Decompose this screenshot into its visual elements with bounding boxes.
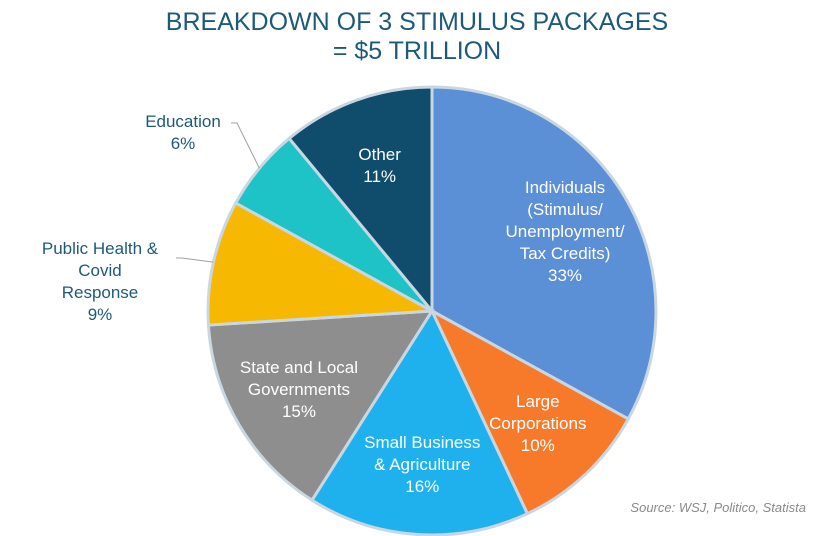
pie-slice	[309, 307, 530, 536]
pie-slice	[206, 309, 435, 503]
slice-label: Education 6%	[145, 111, 221, 155]
category-label: Small Business & Agriculture	[364, 433, 481, 475]
category-label: Other	[358, 144, 401, 164]
category-label: Large Corporations	[489, 391, 587, 433]
pie-slice	[287, 85, 434, 316]
category-label: Education	[145, 112, 221, 131]
value-label: 9%	[87, 305, 113, 324]
slice-label: Small Business & Agriculture 16%	[364, 432, 480, 498]
slice-label: Individuals (Stimulus/ Unemployment/ Tax…	[506, 177, 625, 287]
slice-label: Other 11%	[358, 144, 401, 188]
slice-label: Public Health & Covid Response 9%	[42, 238, 158, 326]
value-label: 15%	[281, 401, 316, 421]
source-note: Source: WSJ, Politico, Statista	[630, 500, 806, 515]
value-label: 10%	[520, 435, 555, 455]
category-label: Individuals (Stimulus/ Unemployment/ Tax…	[505, 178, 625, 264]
category-label: Public Health & Covid Response	[41, 239, 159, 302]
leader-line	[231, 122, 260, 169]
pie-slice	[206, 201, 438, 327]
chart-title: BREAKDOWN OF 3 STIMULUS PACKAGES	[165, 8, 669, 36]
slice-label: State and Local Governments 15%	[240, 357, 358, 423]
pie-slice	[430, 85, 658, 421]
slice-label: Large Corporations 10%	[489, 391, 586, 457]
value-label: 33%	[548, 266, 583, 286]
value-label: 6%	[170, 134, 196, 153]
leader-line	[176, 257, 214, 263]
value-label: 16%	[405, 477, 440, 497]
chart-title: = $5 TRILLION	[332, 37, 502, 65]
pie-slice	[428, 307, 631, 516]
category-label: State and Local Governments	[239, 357, 359, 399]
value-label: 11%	[363, 166, 397, 186]
